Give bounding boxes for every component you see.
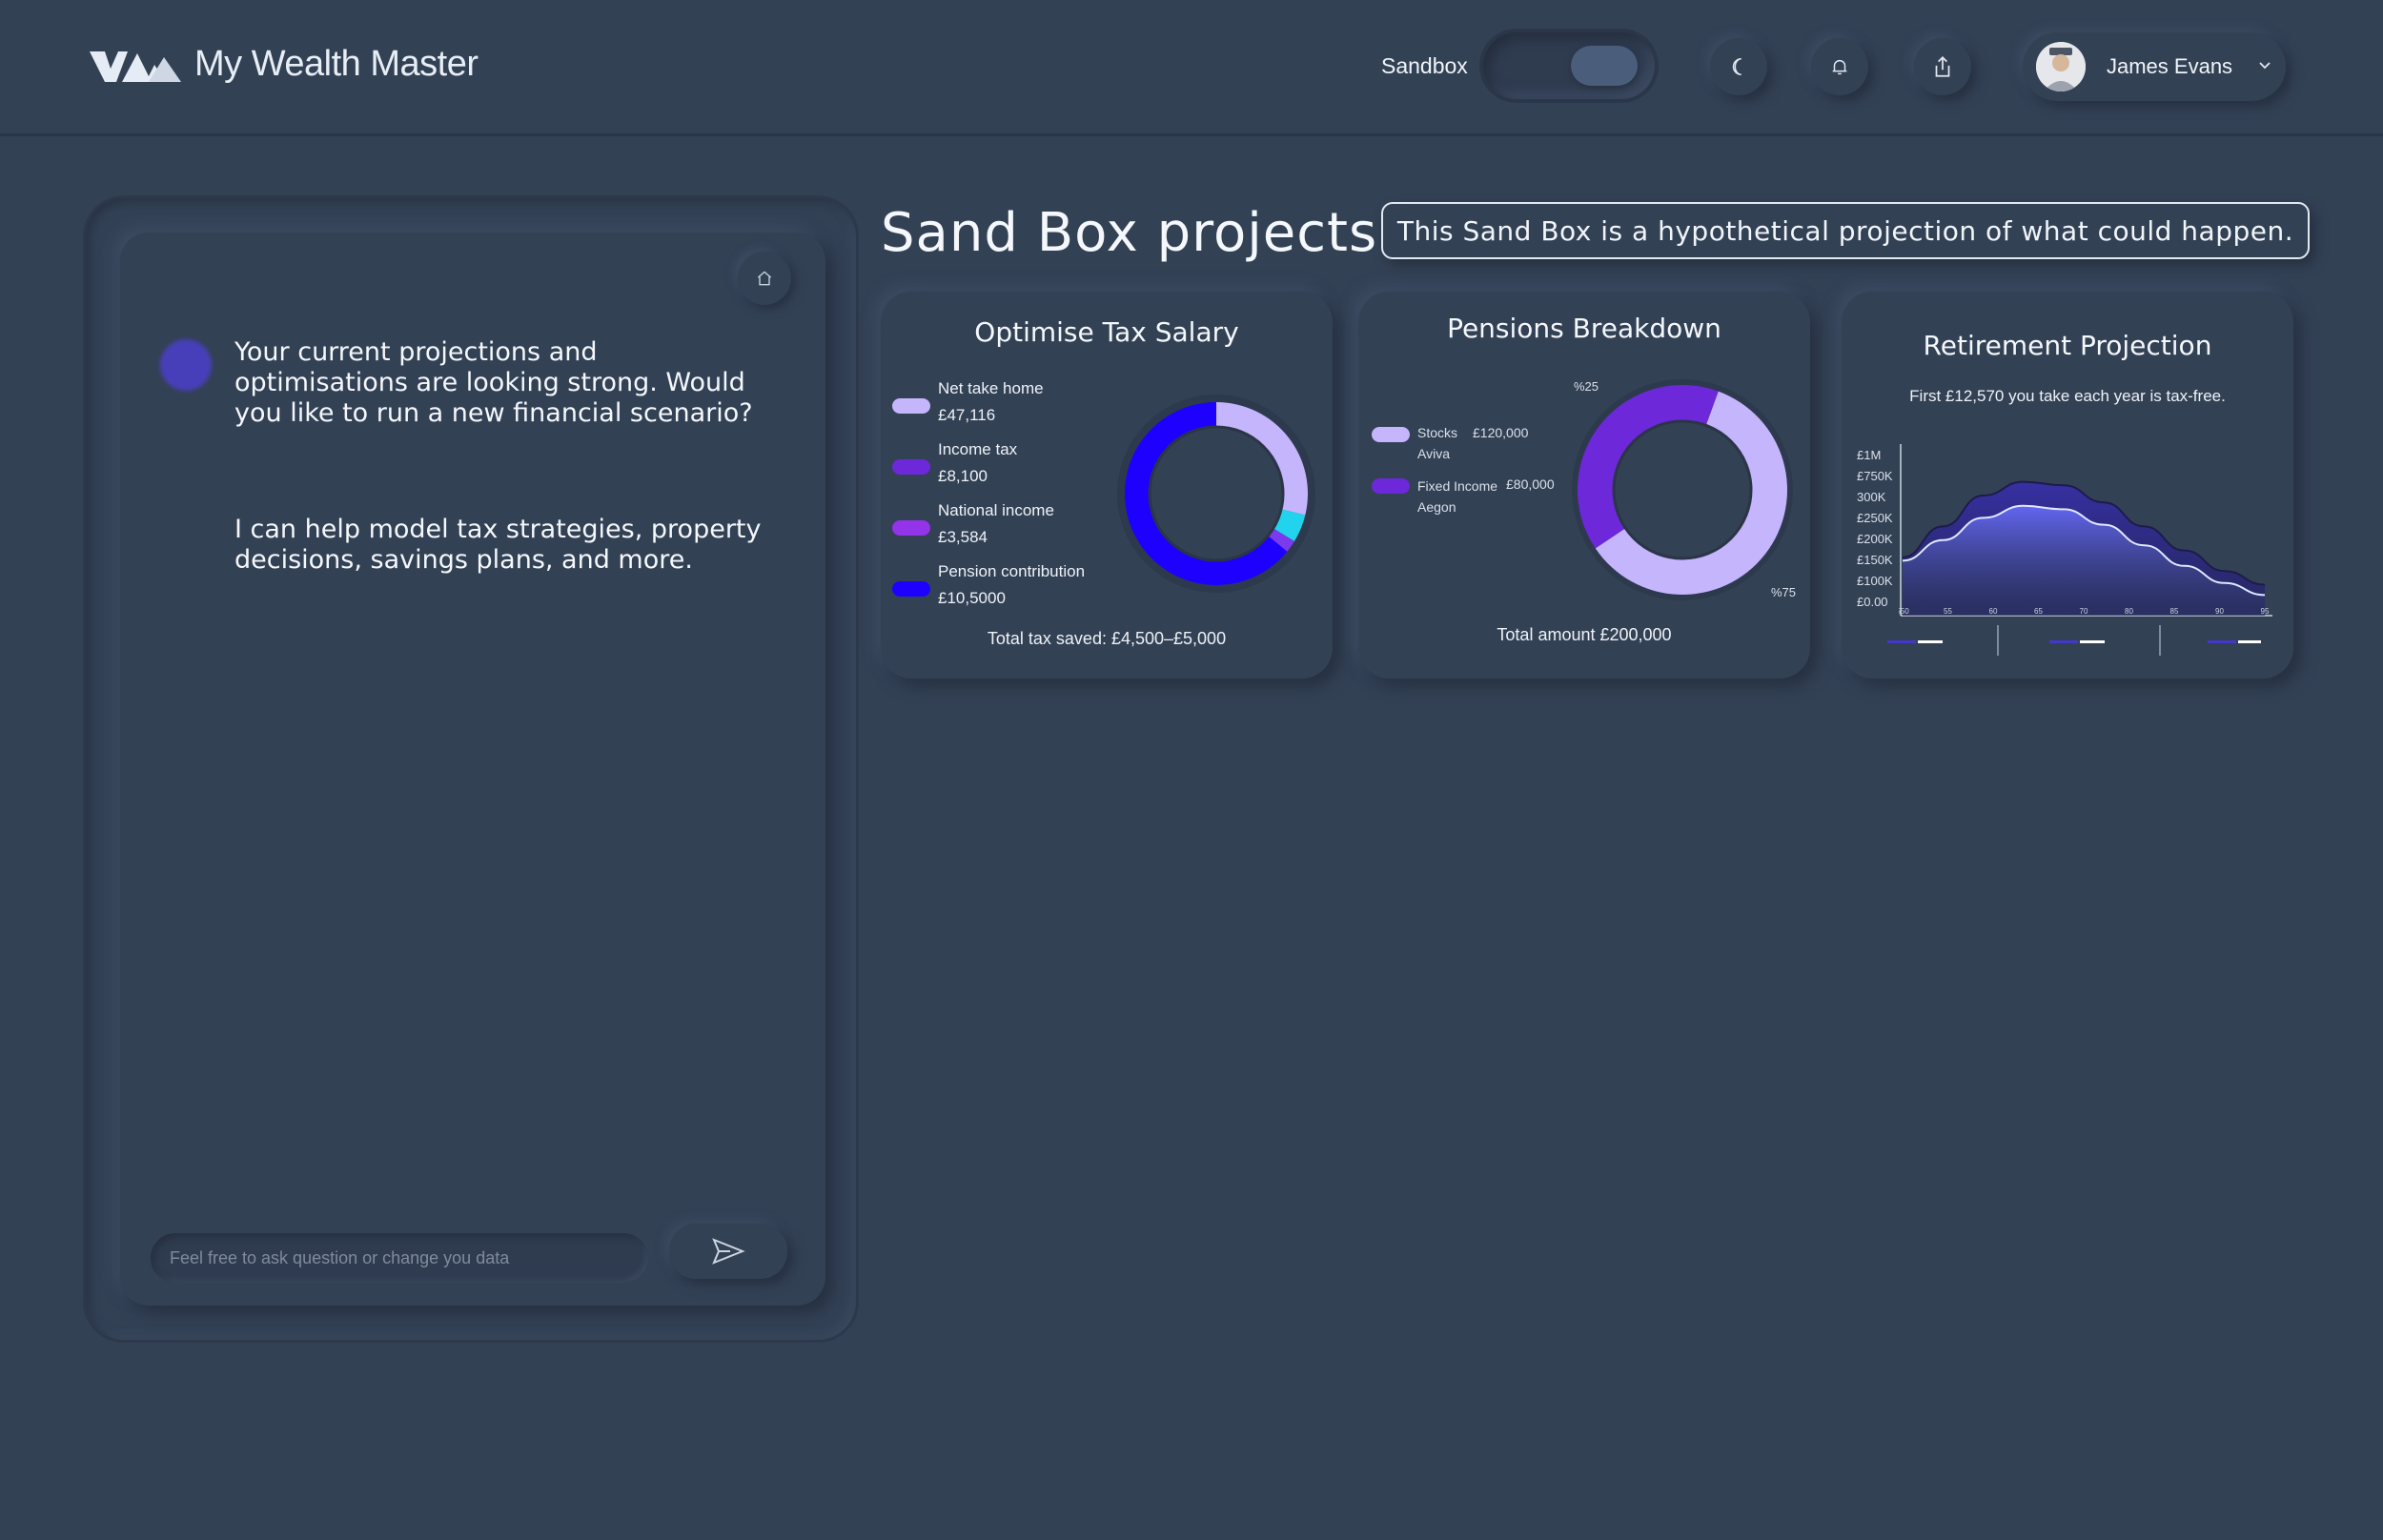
donut-slice <box>1595 391 1787 595</box>
x-tick-label: 65 <box>2034 607 2043 616</box>
y-tick-label: £200K <box>1857 532 1893 546</box>
x-tick-label: 60 <box>1989 607 1998 616</box>
chevron-down-icon <box>2259 62 2271 70</box>
legend-label: Income tax <box>938 440 1018 458</box>
legend-value: £120,000 <box>1473 425 1529 440</box>
legend-value: £8,100 <box>938 467 988 485</box>
notifications-button[interactable] <box>1811 38 1868 95</box>
share-button[interactable] <box>1914 38 1971 95</box>
donut-slice <box>1125 402 1288 585</box>
assistant-avatar <box>160 339 212 391</box>
donut-slice <box>1273 509 1306 541</box>
legend-swatch <box>1372 427 1410 442</box>
assistant-panel: Your current projections and optimisatio… <box>86 198 856 1340</box>
disclaimer-banner: This Sand Box is a hypothetical projecti… <box>1381 202 2310 259</box>
series-line <box>1902 504 2266 597</box>
brand-logo <box>90 51 181 82</box>
chat-input[interactable] <box>151 1233 648 1283</box>
assistant-message: Your current projections and optimisatio… <box>234 337 753 428</box>
legend-value: £80,000 <box>1506 476 1555 492</box>
legend-provider: Aviva <box>1417 446 1450 461</box>
series-area <box>1903 505 2265 616</box>
legend-value: £10,5000 <box>938 589 1006 607</box>
legend-label: Stocks <box>1417 425 1458 440</box>
assistant-message: I can help model tax strategies, propert… <box>234 515 762 575</box>
y-tick-label: £750K <box>1857 469 1893 483</box>
legend-value: £3,584 <box>938 528 988 546</box>
legend-value: £47,116 <box>938 406 996 424</box>
pensions-card[interactable]: Pensions Breakdown Stocks £120,000 Aviva… <box>1358 292 1810 679</box>
series-line <box>1902 480 2266 586</box>
legend-label: Net take home <box>938 379 1044 397</box>
retirement-card[interactable]: Retirement Projection First £12,570 you … <box>1842 292 2293 679</box>
legend-label: National income <box>938 501 1054 519</box>
legend-swatch <box>892 459 930 475</box>
y-tick-label: £150K <box>1857 553 1893 567</box>
user-menu[interactable]: James Evans <box>2023 32 2286 101</box>
x-tick-label: 85 <box>2170 607 2179 616</box>
retirement-area-chart: 550 55 60 65 70 80 85 90 95 <box>1899 444 2272 617</box>
brand-name: My Wealth Master <box>194 44 479 84</box>
donut-slice <box>1578 385 1719 549</box>
home-icon <box>757 271 772 286</box>
y-tick-label: £100K <box>1857 574 1893 588</box>
moon-icon <box>1732 58 1741 75</box>
card-title: Optimise Tax Salary <box>974 316 1239 348</box>
legend-label: Fixed Income <box>1417 478 1498 494</box>
send-button[interactable] <box>669 1224 787 1279</box>
tax-salary-card[interactable]: Optimise Tax Salary Net take home £47,11… <box>881 292 1333 679</box>
legend-label: Pension contribution <box>938 562 1086 580</box>
percent-label: %25 <box>1574 379 1599 394</box>
chart-detail-markers <box>1887 625 2261 656</box>
top-bar: My Wealth Master Sandbox James Evans <box>0 0 2383 136</box>
y-tick-label: £250K <box>1857 511 1893 525</box>
sandbox-toggle[interactable] <box>1483 32 1655 99</box>
y-tick-label: £0.00 <box>1857 595 1888 609</box>
x-tick-label: 70 <box>2080 607 2088 616</box>
donut-slice <box>1268 528 1294 552</box>
card-footer: Total tax saved: £4,500–£5,000 <box>987 629 1227 648</box>
y-tick-label: 300K <box>1857 490 1886 504</box>
user-name: James Evans <box>2107 54 2233 78</box>
send-icon <box>712 1238 745 1265</box>
chat-window: Your current projections and optimisatio… <box>120 233 825 1306</box>
legend-swatch <box>1372 478 1410 494</box>
card-title: Retirement Projection <box>1923 330 2212 361</box>
x-tick-label: 80 <box>2125 607 2133 616</box>
x-tick-label: 95 <box>2261 607 2270 616</box>
percent-label: %75 <box>1771 585 1797 599</box>
sandbox-label: Sandbox <box>1381 53 1468 78</box>
pensions-donut-chart <box>1572 379 1793 600</box>
x-tick-label: 550 <box>1899 607 1909 616</box>
page-title: Sand Box projects <box>881 202 1378 264</box>
y-tick-label: £1M <box>1857 448 1882 462</box>
share-icon <box>1935 56 1950 77</box>
dark-mode-button[interactable] <box>1710 38 1767 95</box>
x-tick-label: 55 <box>1944 607 1952 616</box>
avatar <box>2036 42 2086 91</box>
card-title: Pensions Breakdown <box>1447 313 1721 344</box>
legend-swatch <box>892 520 930 536</box>
legend-swatch <box>892 581 930 597</box>
toggle-knob <box>1571 46 1638 86</box>
legend-provider: Aegon <box>1417 499 1456 515</box>
tax-donut-chart <box>1117 395 1315 593</box>
x-tick-label: 90 <box>2215 607 2224 616</box>
card-subtitle: First £12,570 you take each year is tax-… <box>1909 387 2226 405</box>
bell-icon <box>1832 59 1847 75</box>
legend-swatch <box>892 398 930 414</box>
home-button[interactable] <box>738 252 791 305</box>
card-footer: Total amount £200,000 <box>1497 625 1672 644</box>
